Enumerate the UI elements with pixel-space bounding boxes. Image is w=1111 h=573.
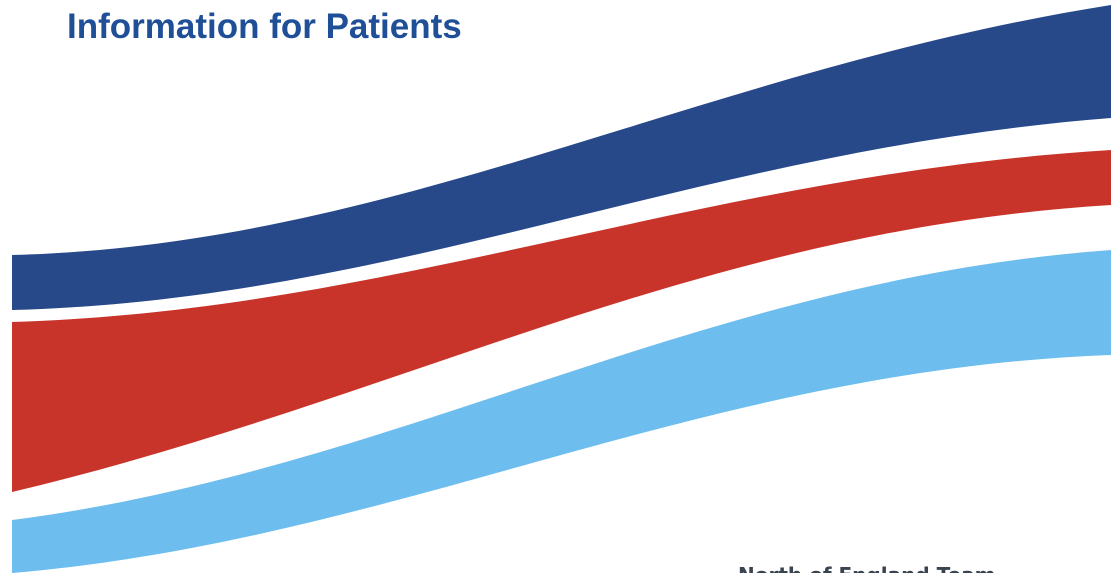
light-blue-wave bbox=[12, 250, 1111, 573]
dark-blue-wave bbox=[12, 5, 1111, 310]
team-name: North of England Team bbox=[738, 563, 995, 573]
title: Information for Patients bbox=[67, 7, 462, 46]
red-wave bbox=[12, 150, 1111, 492]
